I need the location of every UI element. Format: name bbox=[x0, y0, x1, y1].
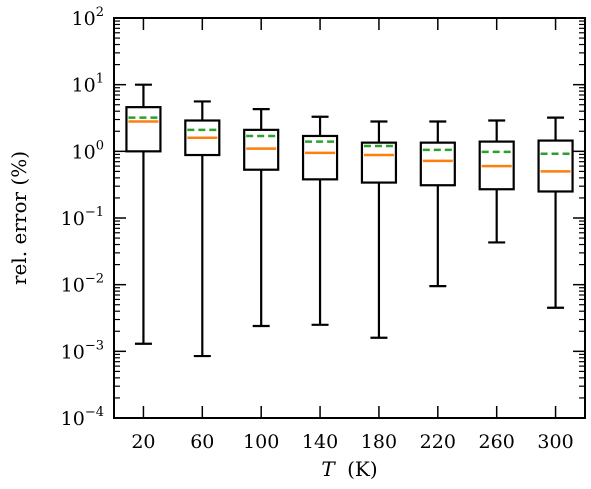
y-tick-label-exponent: −3 bbox=[85, 338, 104, 353]
box-20 bbox=[125, 83, 162, 345]
box-100 bbox=[243, 108, 280, 328]
y-tick-label-base: 10 bbox=[61, 408, 85, 430]
x-tick-label: 140 bbox=[302, 431, 338, 453]
y-axis-label: rel. error (%) bbox=[7, 151, 31, 285]
box-300 bbox=[537, 116, 574, 309]
box-iqr bbox=[537, 139, 574, 193]
boxes-layer bbox=[125, 83, 574, 358]
box-iqr bbox=[419, 141, 456, 187]
plot-frame bbox=[113, 17, 586, 419]
box-iqr bbox=[301, 134, 339, 181]
y-tick-label: 10−3 bbox=[61, 338, 104, 363]
box-60 bbox=[184, 100, 221, 358]
y-tick-label: 102 bbox=[72, 5, 104, 30]
x-axis-label: T (K) bbox=[321, 457, 377, 481]
y-tick-label-exponent: −2 bbox=[85, 272, 104, 287]
box-iqr bbox=[478, 140, 515, 191]
x-tick-label: 180 bbox=[361, 431, 397, 453]
y-tick-label-base: 10 bbox=[72, 8, 96, 30]
box-220 bbox=[419, 120, 456, 288]
y-tick-label: 100 bbox=[72, 138, 104, 163]
box-iqr bbox=[184, 119, 221, 157]
x-axis-label-var: T bbox=[321, 457, 336, 481]
x-tick-label: 100 bbox=[243, 431, 279, 453]
box-180 bbox=[360, 120, 398, 339]
box-140 bbox=[301, 115, 339, 326]
x-tick-label: 260 bbox=[479, 431, 515, 453]
y-tick-label-exponent: −1 bbox=[85, 205, 104, 220]
y-tick-label-base: 10 bbox=[61, 275, 85, 297]
box-260 bbox=[478, 119, 515, 244]
x-tick-label: 300 bbox=[537, 431, 573, 453]
box-iqr bbox=[243, 128, 280, 171]
x-tick-label: 60 bbox=[190, 431, 214, 453]
y-tick-label: 10−4 bbox=[61, 405, 104, 430]
box-iqr bbox=[360, 141, 398, 184]
y-tick-label: 10−1 bbox=[61, 205, 104, 230]
x-tick-label: 220 bbox=[420, 431, 456, 453]
y-tick-label: 101 bbox=[72, 72, 104, 97]
y-tick-label-exponent: 0 bbox=[96, 138, 104, 153]
y-tick-label-base: 10 bbox=[72, 75, 96, 97]
ticks-layer bbox=[114, 17, 585, 419]
y-tick-label-base: 10 bbox=[61, 341, 85, 363]
y-tick-label-base: 10 bbox=[61, 208, 85, 230]
y-tick-label-base: 10 bbox=[72, 141, 96, 163]
y-tick-label: 10−2 bbox=[61, 272, 104, 297]
y-tick-label-exponent: 1 bbox=[96, 72, 104, 87]
y-tick-label-exponent: −4 bbox=[85, 405, 104, 420]
x-axis-label-unit: (K) bbox=[347, 457, 378, 481]
box-iqr bbox=[125, 106, 162, 153]
y-tick-label-exponent: 2 bbox=[96, 5, 104, 20]
x-tick-label: 20 bbox=[131, 431, 155, 453]
